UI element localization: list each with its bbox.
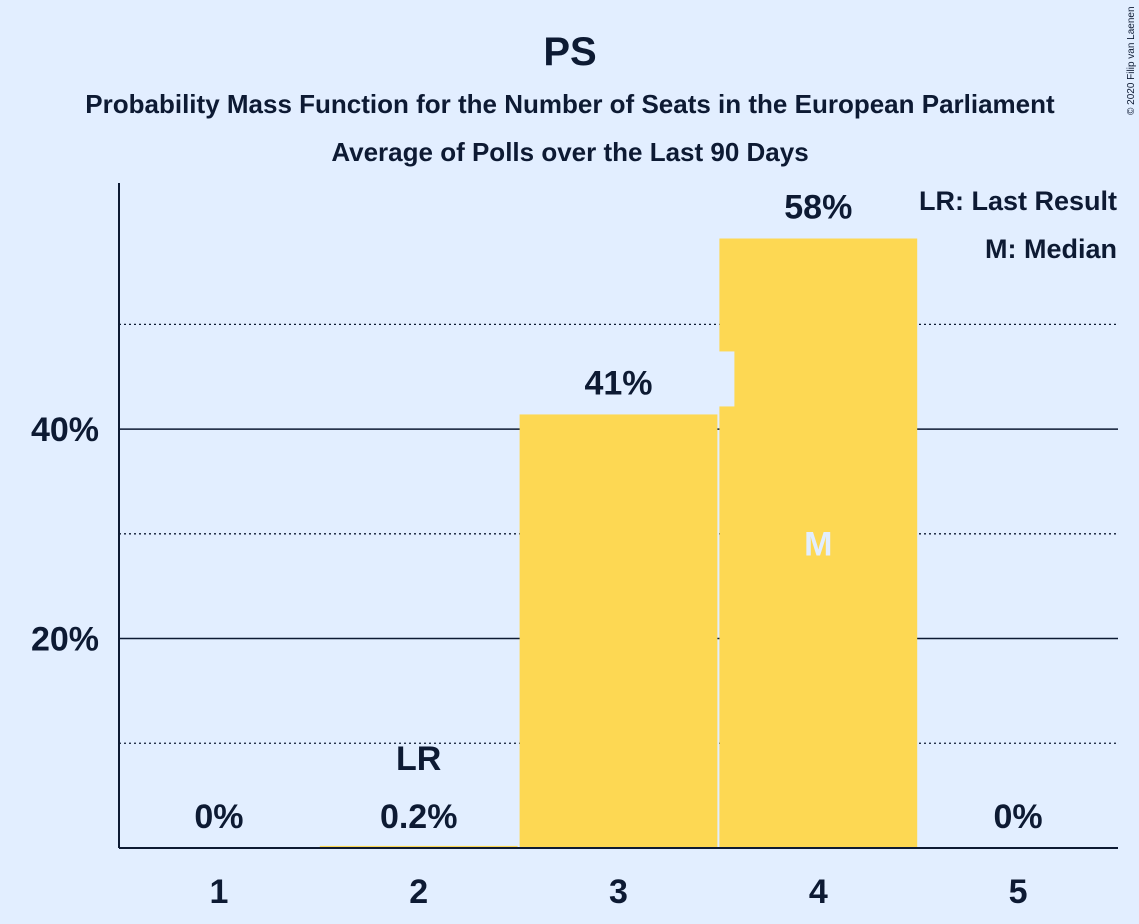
- value-label-2: 0.2%: [380, 798, 458, 836]
- value-label-1: 0%: [194, 798, 243, 836]
- axes: 20% 40% 1 2 3 4 5: [31, 183, 1118, 911]
- x-tick-label: 4: [809, 873, 828, 911]
- x-tick-label: 1: [209, 873, 228, 911]
- bar-4: [719, 238, 918, 849]
- copyright-notice: © 2020 Filip van Laenen: [1126, 6, 1137, 115]
- bar-labels: 0% 0.2% LR 41% 58% M 0%: [158, 175, 1079, 840]
- legend-entry: LR: Last Result: [919, 186, 1117, 216]
- label-background: [158, 788, 279, 840]
- x-tick-label: 2: [409, 873, 428, 911]
- chart-subtitle: Probability Mass Function for the Number…: [85, 89, 1055, 119]
- x-tick-label: 5: [1009, 873, 1028, 911]
- bar-3: [519, 414, 718, 848]
- bars: [319, 238, 918, 849]
- legend-entry: M: Median: [985, 234, 1117, 264]
- bar-2: [319, 845, 518, 848]
- value-label-5: 0%: [994, 798, 1043, 836]
- y-tick-label: 20%: [31, 621, 99, 659]
- value-label-3: 41%: [584, 364, 652, 402]
- last-result-marker: LR: [396, 740, 441, 778]
- median-marker: M: [804, 525, 832, 563]
- chart-subtitle-2: Average of Polls over the Last 90 Days: [331, 137, 808, 167]
- label-background: [702, 175, 935, 231]
- legend: LR: Last Result M: Median: [919, 186, 1117, 264]
- x-tick-label: 3: [609, 873, 628, 911]
- y-tick-label: 40%: [31, 411, 99, 449]
- label-background: [502, 351, 735, 407]
- label-background: [958, 788, 1079, 840]
- label-background: [358, 788, 479, 840]
- chart-title: PS: [543, 30, 596, 74]
- value-label-4: 58%: [784, 189, 852, 227]
